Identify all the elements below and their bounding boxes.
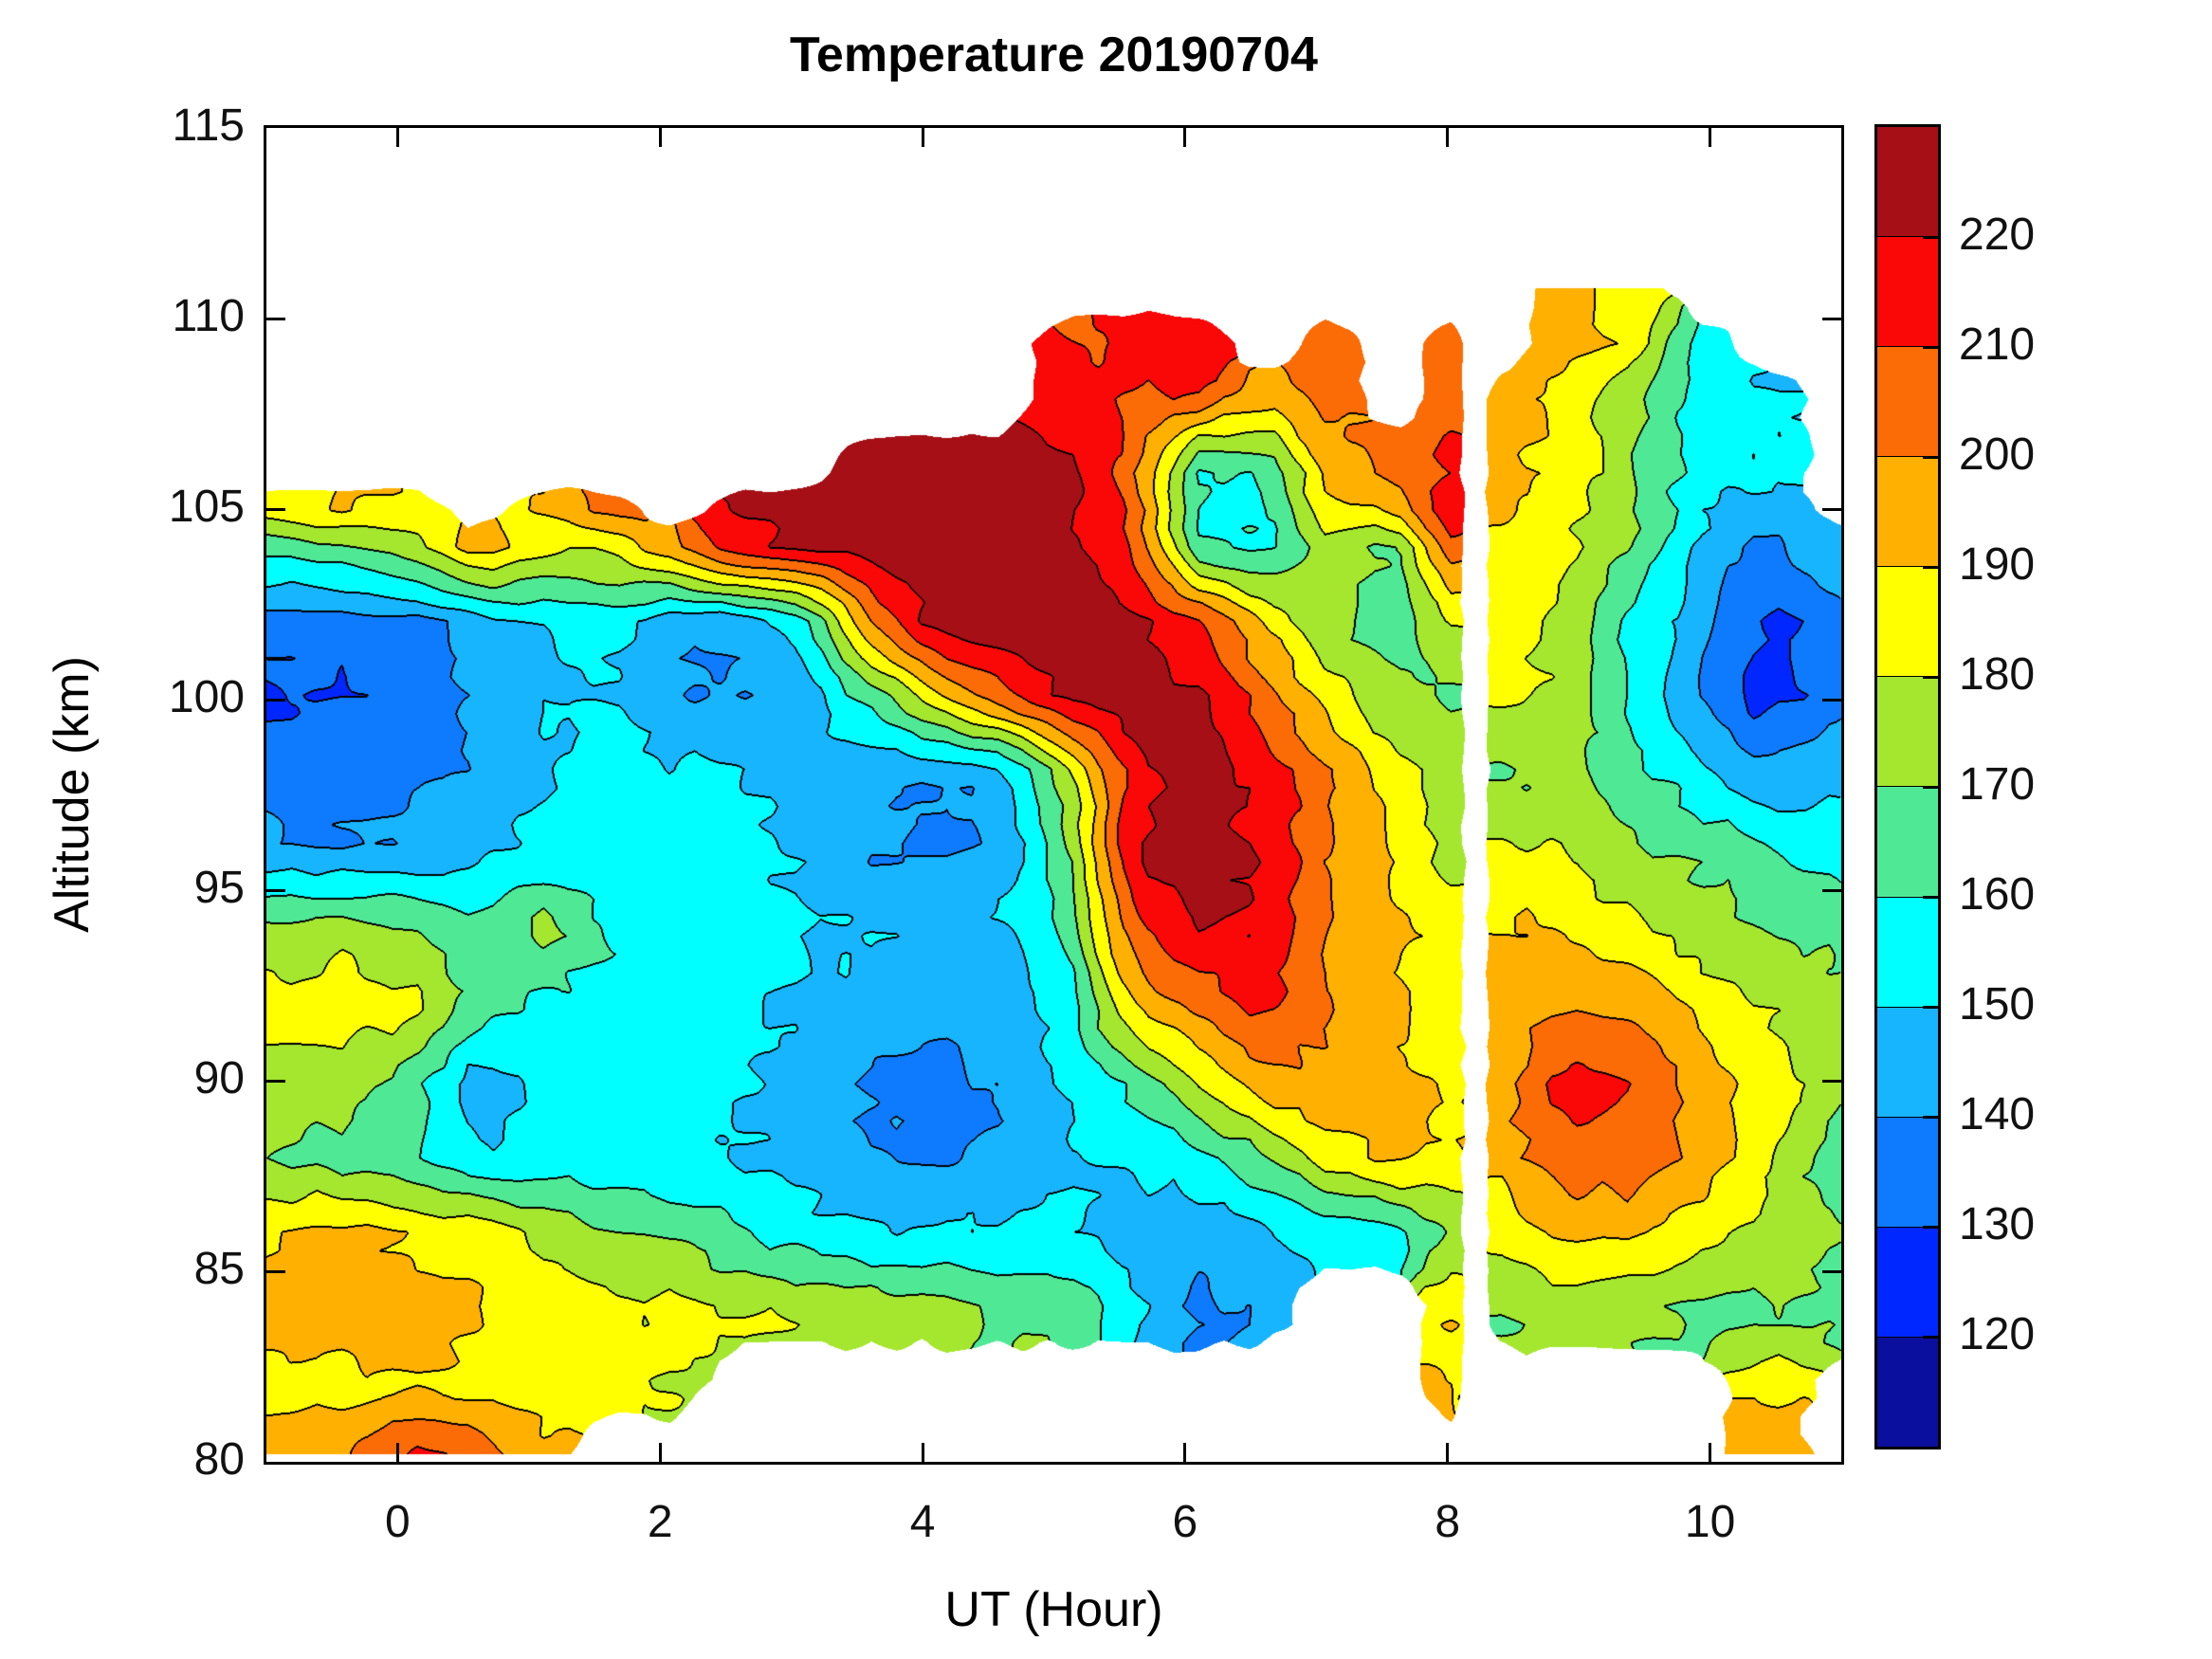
x-tick-label: 8 <box>1435 1497 1461 1547</box>
x-tick-mark-top <box>395 128 399 147</box>
colorbar-segment <box>1877 896 1938 1007</box>
y-tick-mark-right <box>1822 1079 1841 1083</box>
chart-title: Temperature 20190704 <box>790 27 1318 82</box>
colorbar-tick-label: 190 <box>1959 539 2036 590</box>
x-tick-label: 6 <box>1172 1497 1198 1547</box>
colorbar-segment <box>1877 1006 1938 1117</box>
y-tick-label: 110 <box>172 291 245 341</box>
colorbar-tick-mark <box>1923 1335 1938 1339</box>
colorbar-tick-label: 200 <box>1959 429 2036 480</box>
colorbar-tick-label: 140 <box>1959 1089 2036 1139</box>
colorbar-tick-mark <box>1923 1225 1938 1229</box>
colorbar-segment <box>1877 1226 1938 1337</box>
colorbar-tick-mark <box>1923 1005 1938 1009</box>
y-tick-label: 100 <box>168 672 245 722</box>
x-tick-label: 2 <box>647 1497 673 1547</box>
colorbar-tick-mark <box>1923 675 1938 679</box>
colorbar-tick-label: 120 <box>1959 1309 2036 1359</box>
x-tick-mark-top <box>1183 128 1187 147</box>
x-axis-title: UT (Hour) <box>944 1582 1163 1637</box>
x-tick-mark-top <box>1709 128 1712 147</box>
y-tick-mark-right <box>1822 1269 1841 1273</box>
contour-plot-canvas <box>266 128 1841 1462</box>
colorbar-segment <box>1877 676 1938 787</box>
x-tick-mark <box>1446 1443 1450 1462</box>
y-tick-mark <box>266 888 285 892</box>
x-tick-mark-top <box>1446 128 1450 147</box>
colorbar-tick-label: 150 <box>1959 979 2036 1030</box>
y-tick-mark <box>266 1269 285 1273</box>
x-tick-mark <box>395 1443 399 1462</box>
x-tick-label: 0 <box>385 1497 411 1547</box>
y-tick-mark <box>266 698 285 702</box>
y-tick-label: 90 <box>193 1053 245 1103</box>
y-tick-mark <box>266 1079 285 1083</box>
colorbar-tick-label: 180 <box>1959 649 2036 700</box>
colorbar-tick-mark <box>1923 895 1938 899</box>
x-tick-label: 10 <box>1684 1497 1736 1547</box>
x-tick-mark <box>1709 1443 1712 1462</box>
x-tick-mark <box>921 1443 924 1462</box>
y-tick-label: 105 <box>168 482 245 532</box>
colorbar-tick-mark <box>1923 785 1938 789</box>
colorbar-tick-mark <box>1923 565 1938 569</box>
colorbar-segment <box>1877 1336 1938 1447</box>
y-tick-mark-right <box>1822 888 1841 892</box>
y-tick-mark <box>266 317 285 320</box>
colorbar-segment <box>1877 346 1938 457</box>
colorbar-tick-label: 220 <box>1959 210 2036 260</box>
colorbar-tick-mark <box>1923 1115 1938 1119</box>
colorbar-segment <box>1877 127 1938 237</box>
colorbar-tick-label: 170 <box>1959 759 2036 810</box>
colorbar-segment <box>1877 566 1938 677</box>
y-tick-mark-right <box>1822 698 1841 702</box>
colorbar-tick-mark <box>1923 345 1938 349</box>
plot-area <box>264 125 1844 1465</box>
colorbar-tick-mark <box>1923 455 1938 459</box>
x-tick-mark <box>1183 1443 1187 1462</box>
colorbar <box>1874 124 1941 1449</box>
colorbar-segment <box>1877 236 1938 347</box>
y-tick-mark-right <box>1822 507 1841 511</box>
x-tick-mark-top <box>658 128 662 147</box>
y-tick-label: 85 <box>193 1244 245 1294</box>
colorbar-tick-label: 210 <box>1959 319 2036 370</box>
colorbar-segment <box>1877 786 1938 897</box>
colorbar-tick-label: 160 <box>1959 869 2036 920</box>
x-tick-mark-top <box>921 128 924 147</box>
colorbar-tick-label: 130 <box>1959 1199 2036 1249</box>
colorbar-tick-mark <box>1923 235 1938 239</box>
y-tick-mark-right <box>1822 317 1841 320</box>
y-tick-label: 115 <box>172 100 245 151</box>
colorbar-segment <box>1877 456 1938 567</box>
y-tick-mark <box>266 507 285 511</box>
y-tick-label: 80 <box>193 1434 245 1485</box>
y-tick-label: 95 <box>193 863 245 913</box>
colorbar-segment <box>1877 1116 1938 1227</box>
x-tick-mark <box>658 1443 662 1462</box>
x-tick-label: 4 <box>909 1497 936 1547</box>
